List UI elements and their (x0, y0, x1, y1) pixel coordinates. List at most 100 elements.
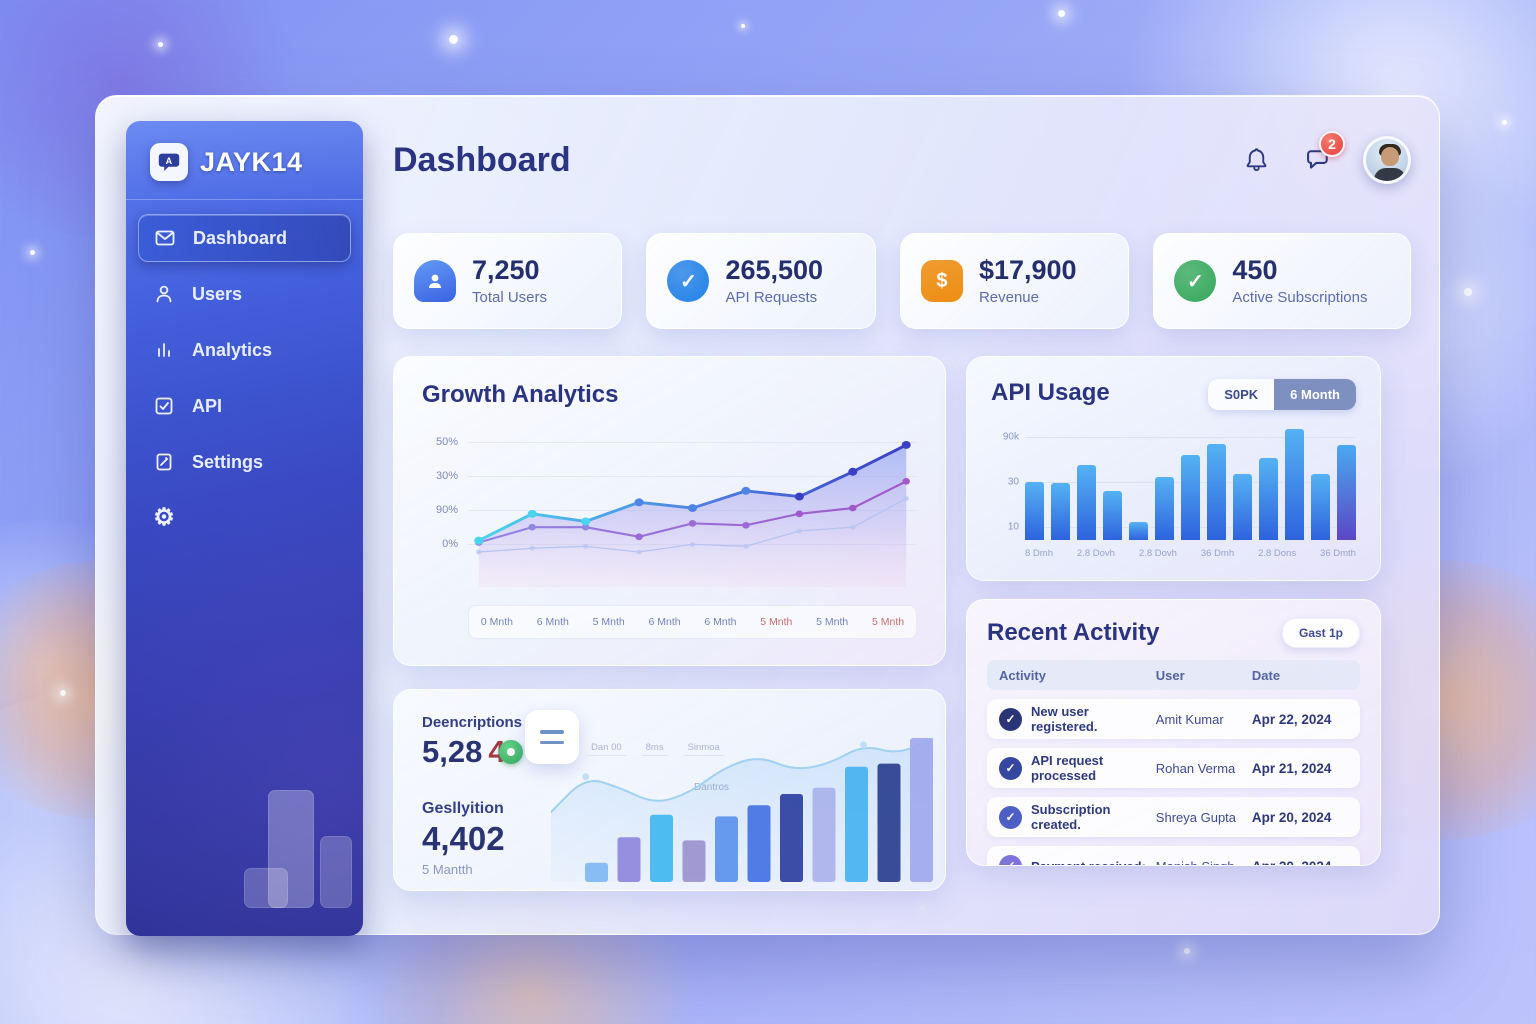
recent-filter-button[interactable]: Gast 1p (1281, 618, 1360, 648)
user-badge-icon (414, 260, 456, 302)
api-x-tick: 36 Dmh (1200, 548, 1235, 559)
date-cell: Apr 22, 2024 (1251, 711, 1332, 727)
activity-text: Payment received: (1031, 858, 1146, 866)
api-bar (1337, 444, 1356, 540)
activity-table-header: Activity User Date (987, 660, 1360, 690)
api-x-axis: 8 Dmh 2.8 Dovh 2.8 Dovh 36 Dmh 2.8 Dons 36 Dm… (1025, 548, 1356, 559)
sidebar-item-api[interactable]: API (138, 382, 351, 430)
recent-activity-title: Recent Activity (987, 619, 1160, 646)
api-y-tick: 30 (1007, 476, 1019, 488)
growth-x-tick: 5 Mnth (816, 616, 849, 628)
date-cell: Apr 21, 2024 (1251, 760, 1332, 776)
user-cell: Shreya Gupta (1155, 809, 1237, 825)
api-bar (1155, 477, 1174, 540)
table-row[interactable]: ✓ API request processed Rohan Verma Apr 21,… (987, 748, 1360, 788)
chat-icon[interactable]: 2 (1301, 131, 1345, 177)
api-bar (1181, 454, 1200, 540)
stat-value: 265,500 (725, 255, 824, 286)
toggle-left-button[interactable]: S0PK (1208, 379, 1275, 410)
growth-x-axis: 0 Mnth 6 Mnth 5 Mnth 6 Mnth 6 Mnth 5 Mnth 5 Mn… (468, 605, 917, 639)
mini-tab-label: Sinmoa (683, 742, 724, 756)
metric2-value: 4,402 (422, 820, 505, 857)
activity-cell: ✓ New user registered. (999, 704, 1156, 734)
metric1-label: Deencriptions (422, 714, 523, 731)
dollar-icon: $ (920, 260, 963, 302)
check-circle-icon: ✓ (999, 854, 1022, 865)
activity-cell: ✓ API request processed (999, 753, 1156, 783)
growth-plot (468, 425, 917, 595)
table-row[interactable]: ✓ Subscription created. Shreya Gupta Apr 20… (987, 797, 1360, 837)
stat-card-revenue: $ $17,900 Revenue (899, 233, 1130, 329)
brand-text: JAYK14 (200, 146, 303, 177)
growth-y-axis: 50% 30% 90% 0% (422, 425, 462, 595)
metric1-value-accent: 4 (488, 734, 506, 769)
activity-text: Subscription created. (1031, 802, 1111, 832)
api-bar (1077, 464, 1096, 540)
sidebar-item-dashboard[interactable]: Dashboard (138, 214, 351, 262)
api-usage-title: API Usage (991, 379, 1110, 406)
stat-card-total-users: 7,250 Total Users (393, 233, 623, 329)
table-row[interactable]: ✓ Payment received: Manish Singh Apr 20, 20… (987, 846, 1360, 866)
check-circle-icon: ✓ (999, 805, 1022, 829)
api-bar (1051, 482, 1070, 540)
api-bar (1259, 458, 1278, 540)
metric2-sublabel: 5 Mantth (422, 862, 473, 877)
user-cell: Rohan Verma (1155, 760, 1236, 776)
sidebar-item-analytics[interactable]: Analytics (138, 326, 351, 374)
stat-value: 450 (1232, 255, 1278, 286)
avatar[interactable] (1363, 136, 1411, 184)
stat-text: 265,500 API Requests (725, 255, 824, 305)
api-bar (1025, 481, 1044, 540)
sidebar-item-gear[interactable]: ⚙ (138, 494, 351, 542)
table-row[interactable]: ✓ New user registered. Amit Kumar Apr 22, 2… (987, 699, 1360, 739)
api-x-tick: 2.8 Dovh (1076, 548, 1115, 559)
api-x-tick: 8 Dmh (1025, 548, 1053, 559)
menu-icon[interactable] (525, 710, 579, 764)
bell-icon[interactable] (1239, 143, 1273, 177)
sidebar-item-label: Dashboard (193, 227, 288, 248)
api-bar (1103, 490, 1122, 540)
dashboard-panel: A JAYK14 Dashboard Users Analytics API Setti… (95, 95, 1440, 936)
sidebar-item-users[interactable]: Users (138, 270, 351, 318)
stat-text: 450 Active Subscriptions (1232, 255, 1367, 305)
growth-chart: 50% 30% 90% 0% 0 Mnth 6 Mnth 5 Mnth 6 Mnth 6 Mn… (422, 425, 917, 639)
growth-y-tick: 0% (442, 538, 458, 551)
growth-x-tick: 5 Mnth (872, 616, 905, 628)
growth-x-tick: 6 Mnth (536, 616, 569, 628)
sidebar-item-label: Settings (192, 451, 264, 472)
check-circle-icon: ✓ (1174, 260, 1217, 302)
svg-text:A: A (166, 156, 173, 166)
mini-tab-label: Dan 00 (587, 742, 626, 756)
analytics-icon (152, 338, 176, 362)
growth-x-tick: 6 Mnth (704, 616, 737, 628)
stat-text: $17,900 Revenue (979, 255, 1077, 305)
api-icon (152, 394, 176, 418)
api-bar (1285, 429, 1304, 540)
check-circle-icon: ✓ (999, 756, 1022, 780)
growth-x-tick: 5 Mnth (760, 616, 793, 628)
api-usage-chart: 90k 30 10 (1003, 428, 1356, 540)
brand-chat-icon: A (150, 143, 188, 181)
api-x-tick: 2.8 Dons (1258, 548, 1297, 559)
date-cell: Apr 20, 2024 (1251, 858, 1332, 866)
growth-x-tick: 5 Mnth (592, 616, 625, 628)
period-toggle: S0PK 6 Month (1208, 379, 1356, 410)
growth-x-tick: 0 Mnth (480, 616, 513, 628)
growth-y-tick: 90% (435, 504, 458, 517)
settings-icon (152, 450, 176, 474)
activity-table: Activity User Date ✓ New user registered. Am… (987, 660, 1360, 866)
check-circle-icon: ✓ (999, 707, 1022, 731)
stat-label: Total Users (472, 288, 548, 306)
activity-column-header: Activity (999, 667, 1046, 683)
toggle-right-button[interactable]: 6 Month (1274, 379, 1356, 410)
sidebar-item-settings[interactable]: Settings (138, 438, 351, 486)
activity-cell: ✓ Subscription created. (999, 802, 1156, 832)
api-usage-card: API Usage S0PK 6 Month 90k 30 10 8 Dmh 2.8 … (966, 356, 1381, 581)
activity-column-header: Date (1251, 667, 1281, 683)
sidebar-item-label: Analytics (192, 339, 273, 360)
metrics-card: Deencriptions 5,28 4 Dan 00 8ms Sinmoa Ges… (393, 689, 946, 891)
sidebar: A JAYK14 Dashboard Users Analytics API Setti… (126, 121, 363, 936)
up-dot-badge-icon (498, 740, 523, 764)
sidebar-divider (126, 199, 363, 200)
growth-y-tick: 50% (435, 436, 458, 449)
